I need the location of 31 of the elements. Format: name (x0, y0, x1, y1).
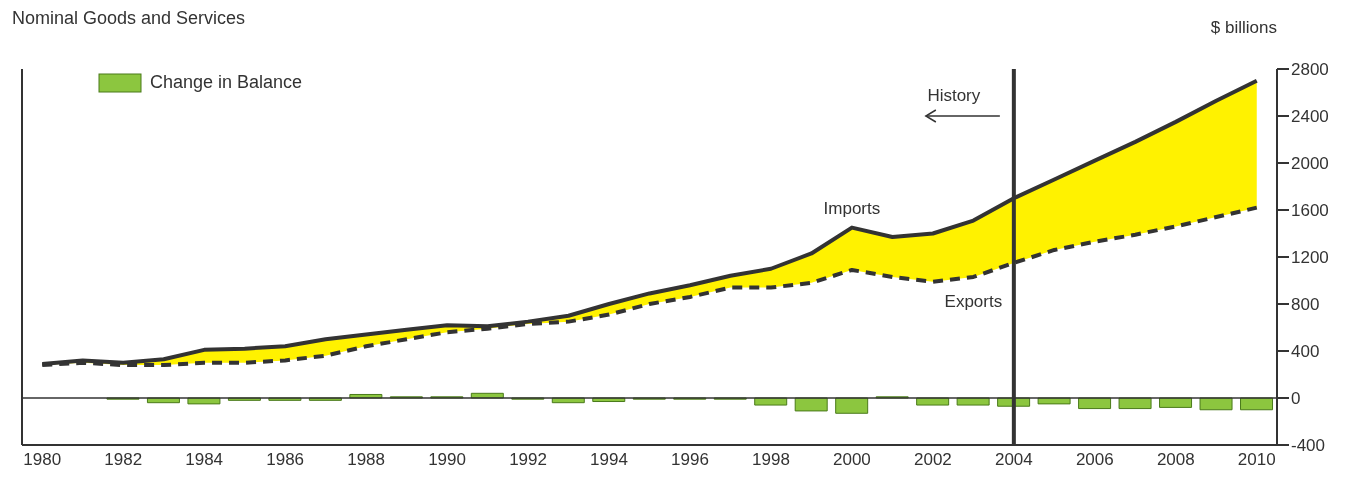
x-tick-label: 1996 (671, 450, 709, 470)
y-tick-label: 400 (1291, 342, 1320, 362)
x-tick-label: 1998 (752, 450, 790, 470)
x-tick-label: 1984 (185, 450, 224, 470)
x-tick-label: 2010 (1237, 450, 1276, 470)
series-label: Exports (944, 291, 1003, 311)
y-tick-label: 800 (1291, 295, 1320, 315)
y-tick-label: 2000 (1291, 154, 1329, 174)
y-tick-label: 1600 (1291, 201, 1329, 221)
legend-label: Change in Balance (150, 72, 303, 93)
x-tick-label: 1980 (23, 450, 62, 470)
x-tick-label: 2006 (1075, 450, 1114, 470)
ref-line-label: History (927, 86, 981, 105)
x-tick-label: 1992 (509, 450, 547, 470)
y-tick-label: 0 (1291, 389, 1301, 409)
x-tick-label: 1994 (590, 450, 628, 470)
x-tick-label: 1988 (347, 450, 386, 470)
series-label: Imports (823, 198, 881, 218)
y-tick-label: 2800 (1291, 60, 1329, 80)
x-tick-label: 1982 (104, 450, 143, 470)
x-tick-label: 1986 (266, 450, 305, 470)
y-axis-title: $ billions (1210, 18, 1277, 38)
x-tick-label: 2000 (833, 450, 871, 470)
y-tick-label: 1200 (1291, 248, 1329, 268)
chart-title: Nominal Goods and Services (12, 8, 246, 28)
x-tick-label: 2008 (1156, 450, 1195, 470)
x-tick-label: 1990 (428, 450, 466, 470)
y-tick-label: -400 (1291, 436, 1326, 456)
x-tick-label: 2002 (913, 450, 952, 470)
y-tick-label: 2400 (1291, 107, 1329, 127)
x-tick-label: 2004 (994, 450, 1033, 470)
